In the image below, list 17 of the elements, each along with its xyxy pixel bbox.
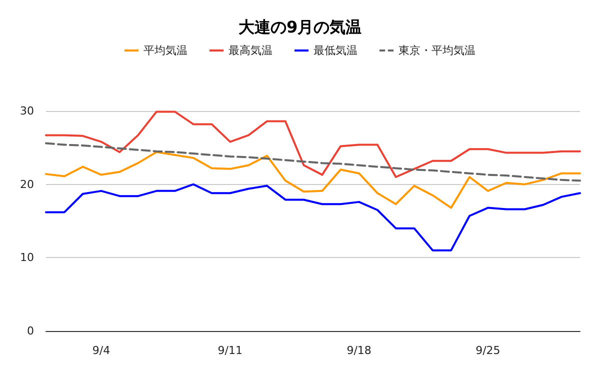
legend-label: 最低気温: [314, 44, 358, 57]
y-tick-label: 20: [20, 178, 34, 191]
y-tick-label: 30: [20, 104, 34, 118]
x-tick-label: 9/25: [476, 344, 500, 357]
legend-label: 平均気温: [144, 44, 188, 57]
y-tick-label: 10: [20, 251, 34, 264]
x-tick-label: 9/18: [346, 344, 372, 357]
line-series: [45, 110, 581, 178]
x-tick-label: 9/11: [218, 344, 242, 357]
legend-label: 東京・平均気温: [398, 44, 476, 57]
line-series: [45, 142, 581, 182]
line-series: [45, 151, 581, 209]
chart-title: 大連の9月の気温: [238, 18, 362, 36]
y-tick-label: 0: [27, 324, 34, 338]
line-series: [45, 183, 581, 252]
x-tick-label: 9/4: [92, 344, 110, 357]
legend-label: 最高気温: [228, 44, 272, 57]
